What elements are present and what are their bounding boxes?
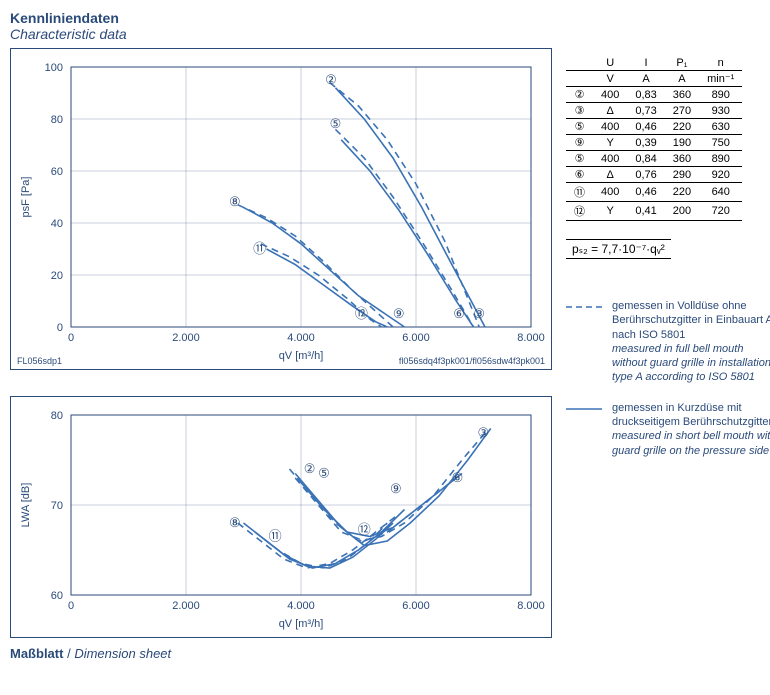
svg-text:0: 0 — [57, 322, 63, 334]
legend: gemessen in Volldüse ohne Berührschutzgi… — [566, 299, 770, 458]
svg-text:②: ② — [325, 72, 337, 87]
svg-text:⑤: ⑤ — [330, 116, 342, 131]
legend-dashed-de: gemessen in Volldüse ohne Berührschutzgi… — [612, 299, 770, 342]
svg-text:6.000: 6.000 — [402, 600, 430, 612]
svg-text:0: 0 — [68, 600, 74, 612]
svg-text:⑪: ⑪ — [253, 241, 266, 256]
solid-line-icon — [566, 401, 602, 458]
characteristic-table: UIP₁n VAAmin⁻¹ ②4000,83360890③Δ0,7327093… — [566, 56, 742, 221]
chart1-code-right: fl056sdq4f3pk001/fl056sdw4f3pk001 — [399, 356, 545, 366]
legend-dashed-en: measured in full bell mouth without guar… — [612, 342, 770, 385]
legend-solid-de: gemessen in Kurzdüse mit druckseitigem B… — [612, 401, 770, 430]
svg-text:⑥: ⑥ — [453, 306, 465, 321]
chart1-code-left: FL056sdp1 — [17, 356, 62, 366]
svg-text:4.000: 4.000 — [287, 600, 315, 612]
svg-text:60: 60 — [51, 166, 63, 178]
svg-text:⑤: ⑤ — [318, 466, 330, 481]
svg-text:③: ③ — [477, 425, 489, 440]
dashed-line-icon — [566, 299, 602, 385]
svg-text:60: 60 — [51, 590, 63, 602]
svg-text:qV [m³/h]: qV [m³/h] — [279, 350, 324, 362]
sound-chart: 0 2.000 4.000 6.000 8.000 60 70 80 qV [m³/h] LWA … — [10, 396, 552, 638]
footer-de: Maßblatt — [10, 646, 63, 661]
formula: pₛ₂ = 7,7·10⁻⁷·qᵥ² — [566, 239, 671, 259]
svg-text:⑨: ⑨ — [390, 481, 402, 496]
svg-text:⑪: ⑪ — [269, 529, 282, 544]
svg-text:100: 100 — [45, 62, 63, 74]
svg-text:40: 40 — [51, 218, 63, 230]
svg-text:⑨: ⑨ — [393, 306, 405, 321]
svg-text:2.000: 2.000 — [172, 332, 200, 344]
svg-text:②: ② — [304, 461, 316, 476]
svg-text:psF [Pa]: psF [Pa] — [20, 177, 32, 218]
svg-text:8.000: 8.000 — [517, 600, 545, 612]
svg-text:⑫: ⑫ — [355, 306, 368, 321]
svg-text:80: 80 — [51, 114, 63, 126]
footer-en: Dimension sheet — [74, 646, 171, 661]
svg-text:⑥: ⑥ — [452, 470, 464, 485]
svg-text:70: 70 — [51, 500, 63, 512]
title-de: Kennliniendaten — [10, 10, 770, 26]
svg-text:2.000: 2.000 — [172, 600, 200, 612]
svg-text:4.000: 4.000 — [287, 332, 315, 344]
footer-title: Maßblatt / Dimension sheet — [10, 646, 770, 661]
svg-text:20: 20 — [51, 270, 63, 282]
svg-text:80: 80 — [51, 410, 63, 422]
svg-text:⑧: ⑧ — [229, 515, 241, 530]
svg-text:⑧: ⑧ — [229, 194, 241, 209]
svg-text:qV [m³/h]: qV [m³/h] — [279, 618, 324, 630]
svg-text:6.000: 6.000 — [402, 332, 430, 344]
svg-text:0: 0 — [68, 332, 74, 344]
legend-solid: gemessen in Kurzdüse mit druckseitigem B… — [566, 401, 770, 458]
svg-text:③: ③ — [473, 306, 485, 321]
title-en: Characteristic data — [10, 26, 770, 42]
legend-solid-en: measured in short bell mouth with guard … — [612, 429, 770, 458]
svg-text:8.000: 8.000 — [517, 332, 545, 344]
svg-text:⑫: ⑫ — [358, 522, 371, 537]
svg-text:LWA [dB]: LWA [dB] — [20, 483, 32, 528]
legend-dashed: gemessen in Volldüse ohne Berührschutzgi… — [566, 299, 770, 385]
page-title: Kennliniendaten Characteristic data — [10, 10, 770, 42]
pressure-chart: 0 2.000 4.000 6.000 8.000 0 20 40 60 80 100 qV [m³/… — [10, 48, 552, 370]
